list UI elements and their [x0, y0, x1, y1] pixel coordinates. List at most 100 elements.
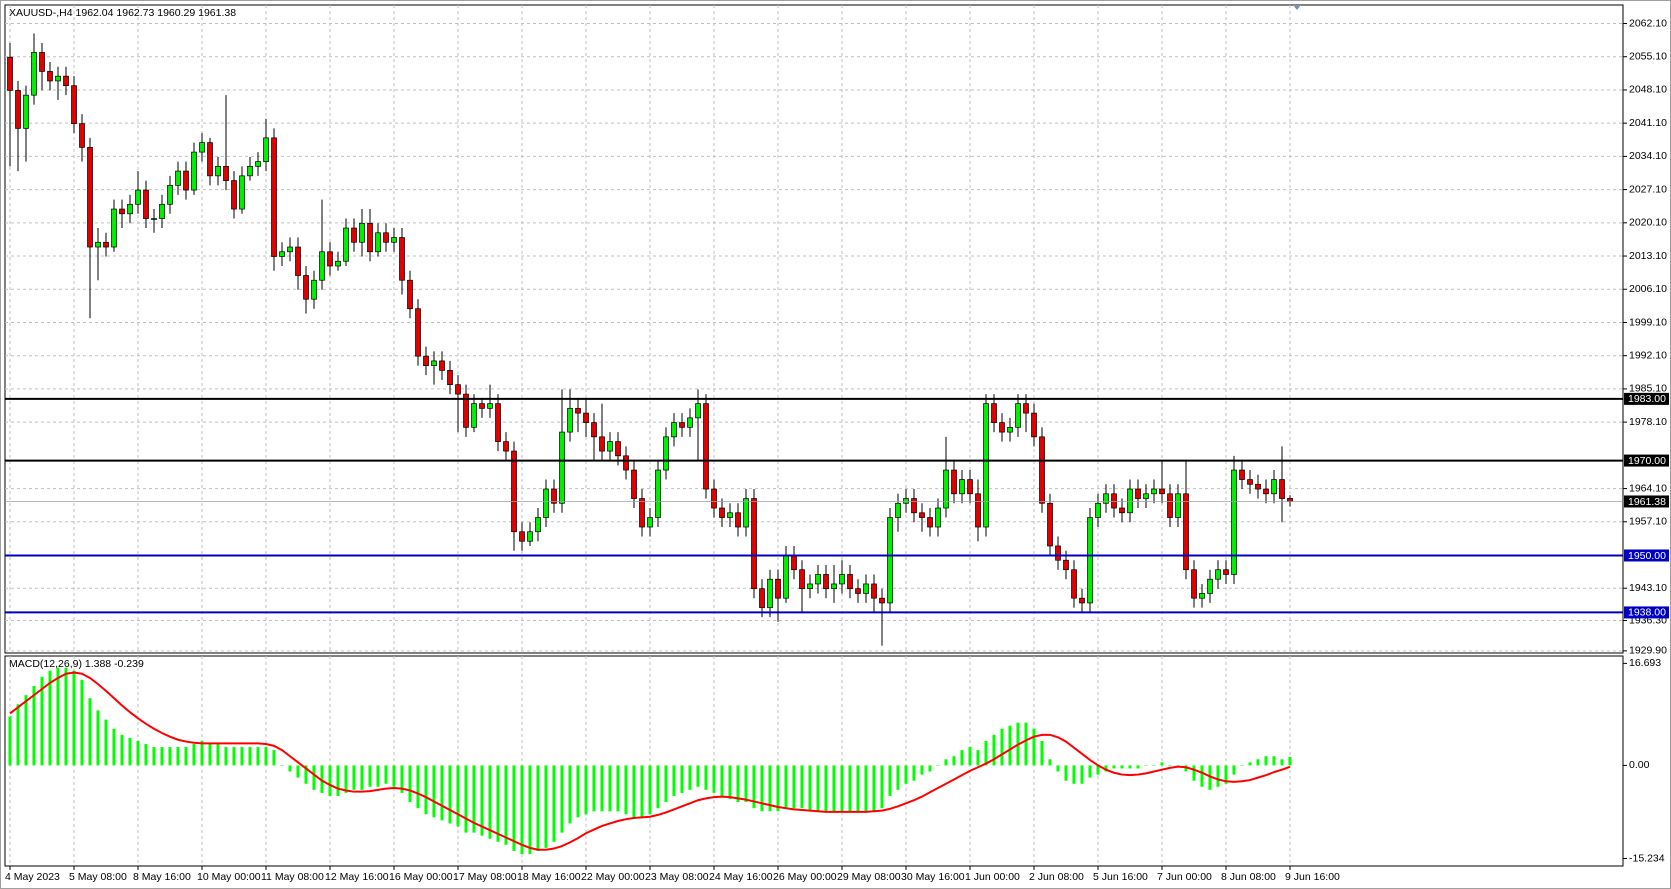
- candle-body: [1151, 488, 1157, 495]
- candle-body: [1231, 469, 1237, 575]
- candle-body: [607, 441, 613, 452]
- macd-bar: [920, 765, 924, 775]
- macd-bar: [648, 765, 652, 815]
- candle-body: [663, 436, 669, 471]
- macd-bar: [304, 765, 308, 784]
- x-tick-label: 9 Jun 16:00: [1285, 871, 1340, 883]
- macd-bar: [1248, 762, 1252, 766]
- macd-bar: [528, 765, 532, 855]
- candle-body: [1007, 427, 1013, 433]
- candle-body: [799, 569, 805, 590]
- x-tick-label: 1 Jun 00:00: [965, 871, 1020, 883]
- macd-bar: [496, 765, 500, 842]
- macd-bar: [96, 710, 100, 766]
- y-tick-label: 1943.10: [1629, 582, 1667, 594]
- candle-body: [247, 165, 253, 177]
- macd-bar: [432, 765, 436, 818]
- macd-bar: [656, 765, 660, 809]
- macd-bar: [984, 740, 988, 766]
- candle-body: [1071, 569, 1077, 599]
- y-tick-label: 1999.10: [1629, 316, 1667, 328]
- macd-bar: [200, 740, 204, 766]
- candle-body: [1047, 502, 1053, 547]
- candle-body: [167, 184, 173, 205]
- macd-bar: [568, 765, 572, 824]
- candle-body: [119, 208, 125, 215]
- y-tick-label: 2027.10: [1629, 183, 1667, 195]
- candle-body: [935, 507, 941, 528]
- macd-bar: [1264, 756, 1268, 766]
- macd-bar: [72, 670, 76, 766]
- macd-bar: [136, 740, 140, 766]
- candle-body: [111, 208, 117, 248]
- candle-body: [1119, 507, 1125, 514]
- macd-bar: [960, 750, 964, 766]
- macd-bar: [144, 744, 148, 766]
- candle-body: [343, 227, 349, 262]
- candle-body: [183, 170, 189, 191]
- level-label: 1950.00: [1628, 550, 1666, 562]
- candle-body: [791, 555, 797, 571]
- macd-bar: [680, 765, 684, 793]
- candle-body: [815, 574, 821, 585]
- y-tick-label: 1978.10: [1629, 416, 1667, 428]
- level-box: [1624, 549, 1669, 562]
- candle-body: [231, 180, 237, 210]
- y-tick-label: 2020.10: [1629, 217, 1667, 229]
- macd-bar: [504, 765, 508, 845]
- candle-body: [1039, 436, 1045, 504]
- macd-bar: [696, 765, 700, 787]
- candle-body: [383, 232, 389, 243]
- candle-body: [847, 574, 853, 590]
- macd-bar: [840, 765, 844, 812]
- macd-bar: [232, 747, 236, 766]
- candle-body: [1183, 493, 1189, 571]
- candle-body: [63, 75, 69, 87]
- macd-bar: [416, 765, 420, 809]
- chart-title: XAUUSD-,H4 1962.04 1962.73 1960.29 1961.…: [9, 7, 236, 19]
- macd-bar: [576, 765, 580, 818]
- macd-bar: [584, 765, 588, 815]
- candle-body: [991, 403, 997, 423]
- macd-bar: [824, 765, 828, 812]
- candle-body: [1095, 502, 1101, 518]
- candle-body: [519, 531, 525, 542]
- level-label: 1938.00: [1628, 607, 1666, 619]
- candle-body: [959, 479, 965, 495]
- candle-body: [423, 355, 429, 367]
- candle-body: [951, 469, 957, 495]
- candle-body: [751, 498, 757, 590]
- x-tick-label: 4 May 2023: [5, 871, 60, 883]
- macd-bar: [40, 676, 44, 766]
- macd-bar: [1112, 765, 1116, 769]
- macd-bar: [328, 765, 332, 796]
- candle-body: [151, 218, 157, 220]
- candle-body: [983, 403, 989, 528]
- macd-bar: [560, 765, 564, 833]
- macd-bar: [1072, 765, 1076, 784]
- candle-body: [671, 422, 677, 438]
- candle-body: [23, 94, 29, 129]
- macd-bar: [456, 765, 460, 827]
- candle-body: [1135, 488, 1141, 499]
- level-box: [1624, 392, 1669, 405]
- candle-body: [719, 507, 725, 518]
- candle-body: [87, 147, 93, 248]
- y-tick-label: 1957.10: [1629, 516, 1667, 528]
- level-label: 1983.00: [1628, 393, 1666, 405]
- x-tick-label: 26 May 00:00: [773, 871, 837, 883]
- macd-bar: [544, 765, 548, 848]
- candle-body: [263, 137, 269, 162]
- candle-body: [647, 517, 653, 528]
- macd-bar: [488, 765, 492, 839]
- candle-body: [551, 488, 557, 504]
- x-tick-label: 18 May 16:00: [517, 871, 581, 883]
- macd-bar: [56, 667, 60, 766]
- candle-body: [1247, 479, 1253, 485]
- candle-body: [623, 455, 629, 471]
- y-tick-label: 1985.10: [1629, 383, 1667, 395]
- candle-body: [927, 517, 933, 528]
- macd-bar: [272, 750, 276, 766]
- x-tick-label: 5 Jun 16:00: [1093, 871, 1148, 883]
